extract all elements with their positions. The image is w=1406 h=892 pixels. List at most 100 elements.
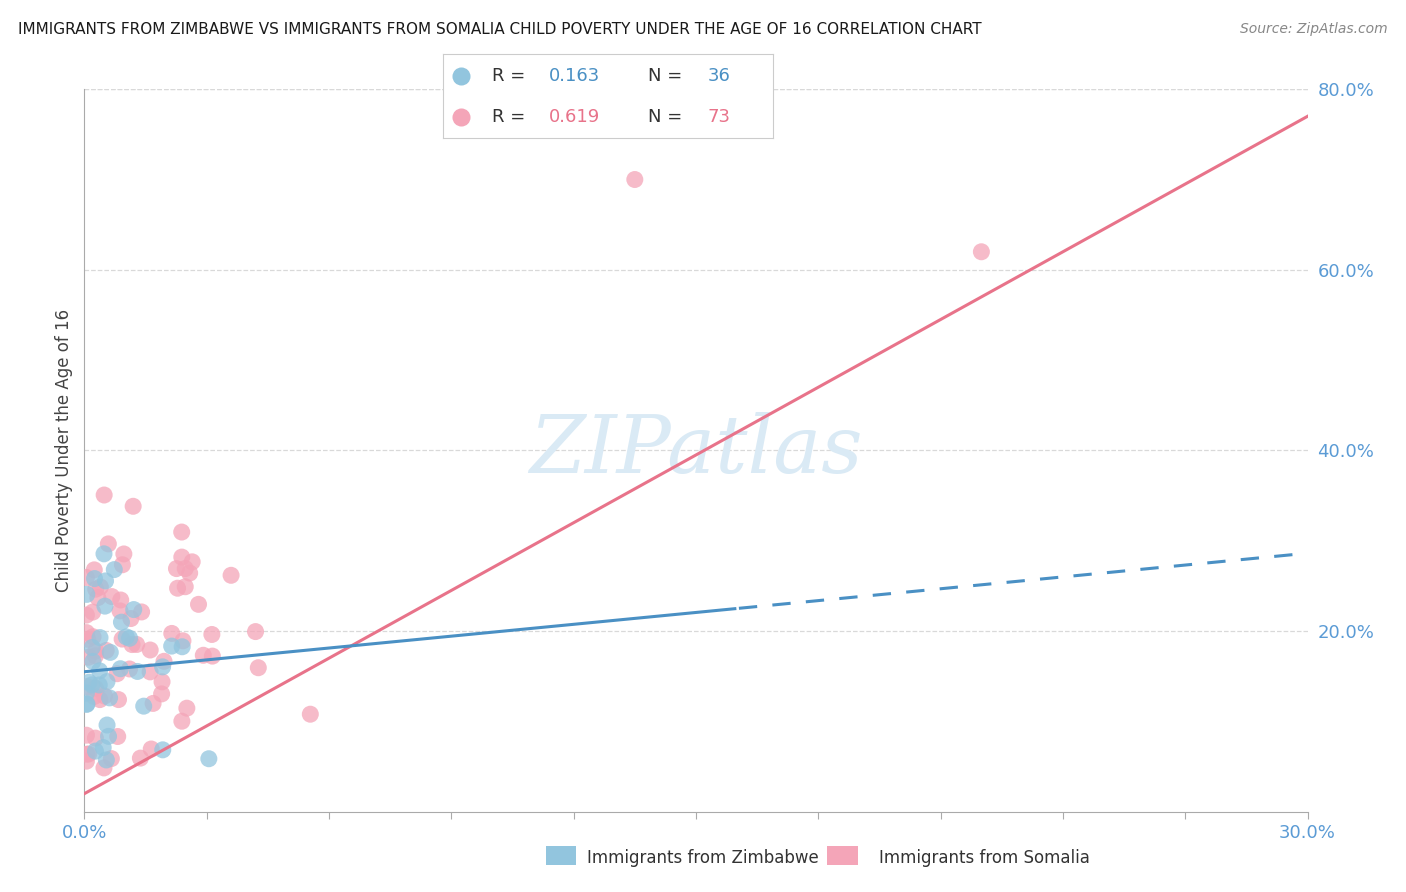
Point (219, 568, 242, 582)
Point (96, 718, 118, 732)
Point (83, 690, 105, 704)
Point (93, 547, 115, 561)
Point (105, 666, 128, 681)
Point (115, 630, 138, 644)
Point (103, 563, 125, 577)
Point (111, 632, 134, 646)
Point (89, 678, 111, 692)
Text: N =: N = (648, 68, 688, 86)
Text: Source: ZipAtlas.com: Source: ZipAtlas.com (1240, 22, 1388, 37)
Point (153, 654, 176, 668)
Point (75, 608, 97, 623)
Text: Immigrants from Zimbabwe: Immigrants from Zimbabwe (588, 849, 818, 867)
Point (150, 674, 173, 689)
Point (84, 648, 107, 663)
Point (96, 753, 118, 767)
Point (201, 649, 224, 664)
Point (181, 555, 204, 569)
Point (93, 689, 115, 703)
Point (94, 599, 117, 614)
Point (129, 751, 152, 765)
Point (76, 680, 98, 694)
Point (170, 550, 193, 565)
Point (76, 632, 98, 647)
Point (152, 743, 174, 757)
Point (245, 624, 267, 639)
Point (142, 697, 165, 711)
Y-axis label: Child Poverty Under the Age of 16: Child Poverty Under the Age of 16 (55, 309, 73, 592)
Point (125, 637, 148, 651)
Point (94, 574, 117, 588)
Text: R =: R = (492, 108, 531, 126)
Point (75, 686, 97, 700)
Point (80, 678, 103, 692)
Text: R =: R = (492, 68, 531, 86)
Bar (546, 846, 576, 865)
Point (112, 547, 135, 561)
Point (84, 681, 107, 696)
Point (96, 643, 118, 657)
Text: Immigrants from Somalia: Immigrants from Somalia (879, 849, 1090, 867)
Point (110, 662, 132, 676)
Point (97, 730, 120, 744)
Point (247, 661, 270, 675)
Point (97, 537, 120, 551)
Point (132, 699, 155, 714)
Point (82, 630, 104, 644)
Point (160, 639, 183, 653)
Point (166, 581, 188, 595)
Point (141, 742, 163, 756)
Point (96, 674, 118, 689)
Point (89, 692, 111, 706)
Point (82, 605, 104, 619)
Point (82, 640, 104, 655)
Point (624, 172, 647, 186)
Point (75, 728, 97, 742)
Point (120, 611, 142, 625)
Point (187, 598, 209, 612)
Text: 36: 36 (707, 68, 730, 86)
Point (107, 692, 129, 706)
Point (118, 632, 141, 646)
Point (89, 580, 111, 594)
Point (76, 625, 98, 640)
Point (100, 751, 122, 765)
Point (118, 662, 141, 676)
Point (83, 572, 105, 586)
Point (82, 655, 104, 669)
Text: 73: 73 (707, 108, 730, 126)
Bar (827, 846, 858, 865)
Point (122, 500, 145, 514)
Point (152, 660, 174, 674)
Point (84, 731, 107, 745)
Point (176, 701, 198, 715)
Text: IMMIGRANTS FROM ZIMBABWE VS IMMIGRANTS FROM SOMALIA CHILD POVERTY UNDER THE AGE : IMMIGRANTS FROM ZIMBABWE VS IMMIGRANTS F… (18, 22, 981, 37)
Point (101, 590, 124, 604)
Point (170, 714, 193, 729)
Point (166, 561, 188, 575)
Point (172, 633, 194, 648)
Point (98, 645, 121, 659)
Point (91, 740, 114, 755)
Point (84, 582, 107, 597)
Point (111, 558, 134, 572)
Point (121, 638, 143, 652)
Text: 0.163: 0.163 (548, 68, 600, 86)
Point (139, 665, 162, 679)
Point (89, 631, 111, 645)
Point (84, 744, 107, 758)
Point (174, 561, 197, 575)
Point (110, 593, 132, 607)
Point (198, 752, 221, 766)
Point (122, 602, 145, 616)
Text: 0.619: 0.619 (548, 108, 600, 126)
Point (75, 570, 97, 584)
Point (76, 587, 98, 601)
Point (76, 697, 98, 711)
Point (127, 665, 149, 679)
Point (299, 707, 322, 722)
Point (83, 563, 105, 577)
Point (179, 566, 201, 580)
Point (89, 664, 111, 678)
Point (174, 580, 197, 594)
